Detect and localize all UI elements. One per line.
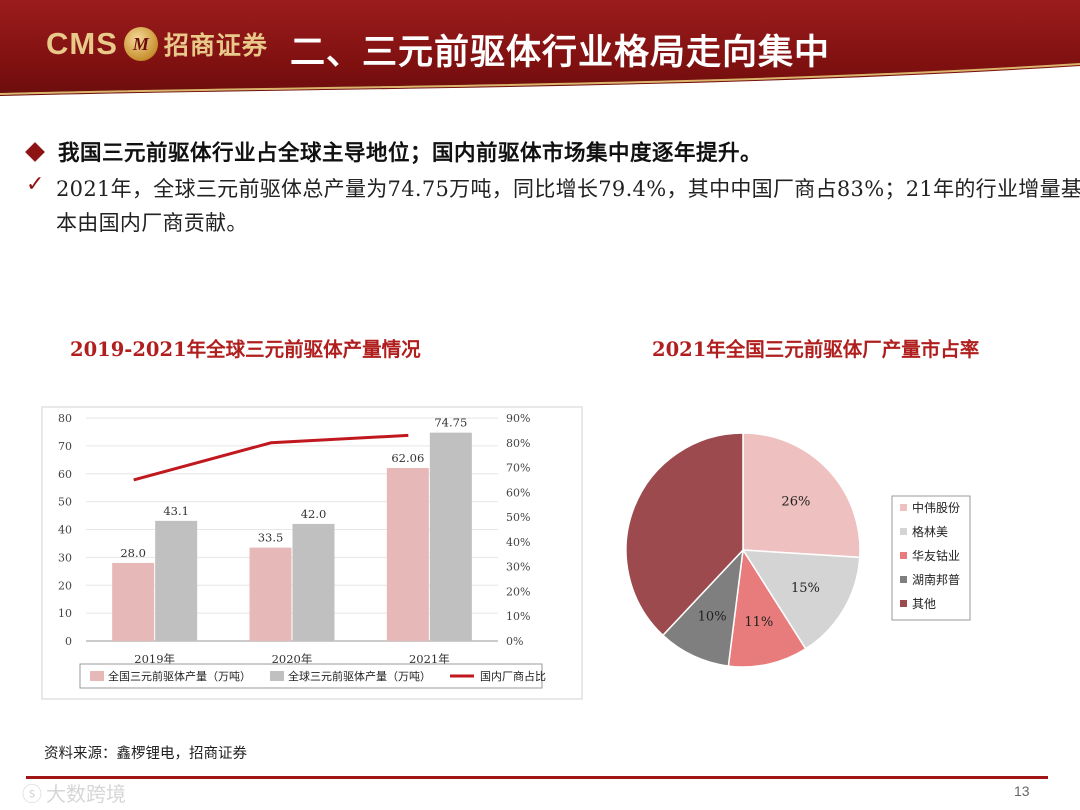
- source-note: 资料来源：鑫椤锂电，招商证券: [44, 746, 247, 762]
- legend-swatch: [900, 528, 907, 535]
- footer-divider: [26, 776, 1048, 779]
- y-tick-label: 50: [58, 496, 72, 509]
- x-tick-label: 2019年: [134, 652, 175, 666]
- main-bullet: 我国三元前驱体行业占全球主导地位；国内前驱体市场集中度逐年提升。: [25, 136, 763, 167]
- share-line: [133, 433, 409, 482]
- main-bullet-text: 我国三元前驱体行业占全球主导地位；国内前驱体市场集中度逐年提升。: [58, 141, 763, 166]
- bar-value-label: 74.75: [434, 416, 467, 430]
- bar: [292, 523, 335, 641]
- x-tick-label: 2020年: [272, 652, 313, 666]
- legend-label: 中伟股份: [912, 500, 960, 515]
- legend-swatch: [270, 671, 284, 681]
- check-icon: ✓: [26, 172, 45, 197]
- y2-tick-label: 30%: [506, 561, 530, 574]
- header-wave-decoration: [0, 63, 1080, 96]
- y2-tick-label: 0%: [506, 635, 523, 648]
- bar: [155, 520, 198, 641]
- legend-swatch: [900, 504, 907, 511]
- pie-value-label: 10%: [698, 610, 727, 625]
- bar: [386, 468, 429, 641]
- bar-chart-title: 2019-2021年全球三元前驱体产量情况: [70, 338, 421, 361]
- legend-label: 华友钴业: [912, 548, 960, 563]
- bar-value-label: 62.06: [391, 451, 424, 465]
- pie-value-label: 15%: [791, 581, 820, 596]
- y-tick-label: 40: [58, 524, 72, 537]
- y2-tick-label: 70%: [506, 462, 530, 475]
- y-tick-label: 70: [58, 440, 72, 453]
- legend-label: 全球三元前驱体产量（万吨）: [288, 669, 431, 683]
- legend-swatch: [900, 552, 907, 559]
- legend-label: 国内厂商占比: [480, 669, 546, 683]
- x-tick-label: 2021年: [409, 652, 450, 666]
- watermark-text: 大数跨境: [46, 782, 126, 806]
- logo-emblem-icon: M: [123, 27, 158, 61]
- detail-bullet-text: 2021年，全球三元前驱体总产量为74.75万吨，同比增长79.4%，其中中国厂…: [56, 177, 1080, 235]
- y-tick-label: 60: [58, 468, 72, 481]
- bar-value-label: 43.1: [163, 504, 189, 518]
- y-tick-label: 0: [65, 635, 72, 648]
- y2-tick-label: 50%: [506, 511, 530, 524]
- detail-bullet: ✓ 2021年，全球三元前驱体总产量为74.75万吨，同比增长79.4%，其中中…: [26, 172, 1080, 240]
- company-logo: CMS M 招商证券: [46, 26, 268, 62]
- y-tick-label: 20: [58, 579, 72, 592]
- page-title: 二、三元前驱体行业格局走向集中: [290, 33, 831, 73]
- y-tick-label: 10: [58, 607, 72, 620]
- bar: [249, 547, 292, 641]
- legend-label: 湖南邦普: [912, 572, 960, 587]
- legend-label: 全国三元前驱体产量（万吨）: [108, 669, 251, 683]
- legend-swatch: [900, 600, 907, 607]
- legend-label: 格林美: [912, 524, 948, 539]
- page-number: 13: [1014, 783, 1030, 799]
- logo-cn-text: 招商证券: [163, 31, 268, 60]
- diamond-bullet-icon: [25, 141, 45, 162]
- bar-chart: 0 10 20 30 40 50 60 70 80 0% 10% 20% 30% 40% 50% 60% 70%…: [41, 406, 583, 700]
- bar-value-label: 33.5: [258, 531, 284, 545]
- y-tick-label: 80: [58, 412, 72, 425]
- pie-slice: [727, 547, 807, 668]
- y-tick-label: 30: [58, 551, 72, 564]
- pie-value-label: 11%: [744, 615, 773, 630]
- pie-slice: [742, 432, 861, 559]
- y2-tick-label: 40%: [506, 536, 530, 549]
- pie-chart-title: 2021年全国三元前驱体厂产量市占率: [652, 338, 980, 361]
- bar-value-label: 28.0: [120, 546, 146, 560]
- logo-cms-text: CMS: [46, 26, 118, 61]
- pie-slice: [625, 432, 744, 637]
- y2-tick-label: 90%: [506, 412, 530, 425]
- watermark: ⓢ 大数跨境: [22, 778, 126, 807]
- chart-frame: [41, 406, 583, 700]
- bar: [429, 432, 472, 641]
- y2-tick-label: 60%: [506, 486, 530, 499]
- header-band: CMS M 招商证券 二、三元前驱体行业格局走向集中: [0, 0, 1080, 96]
- pie-slice: [741, 549, 861, 650]
- y2-tick-label: 80%: [506, 437, 530, 450]
- legend-swatch: [90, 671, 104, 681]
- legend-label: 其他: [912, 597, 936, 611]
- y2-tick-label: 10%: [506, 610, 530, 623]
- pie-value-label: 26%: [781, 494, 810, 509]
- watermark-icon: ⓢ: [22, 782, 42, 806]
- legend-swatch: [900, 576, 907, 583]
- bar: [112, 562, 155, 641]
- y2-tick-label: 20%: [506, 585, 530, 598]
- bar-value-label: 42.0: [301, 507, 327, 521]
- pie-slice: [661, 547, 745, 667]
